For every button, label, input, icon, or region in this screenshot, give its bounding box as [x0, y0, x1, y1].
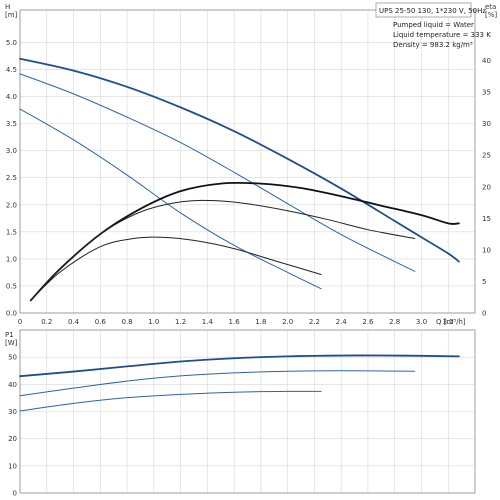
y-tick-label: 3.0 [6, 147, 17, 155]
x-tick-label: 3.0 [416, 318, 427, 326]
bottom-panel-ticks: 0 10 20 30 40 50 [8, 354, 17, 498]
x-tick-label: 1.4 [202, 318, 214, 326]
y-tick-label: 10 [8, 462, 17, 470]
bottom-panel-grid [19, 330, 475, 494]
y-tick-label: 0.0 [6, 310, 17, 318]
info-box-title: UPS 25-50 130, 1*230 V, 50Hz [379, 7, 486, 15]
x-tick-label: 3.2 [443, 318, 454, 326]
y-tick-label: 40 [8, 381, 17, 389]
y-tick-label: 5.0 [6, 39, 17, 47]
head-curve [19, 57, 460, 263]
top-panel-ticks: 0 0.2 0.4 0.6 0.8 1.0 1.2 1.4 1.6 1.8 2.0 2.2 2.4 2.6… [6, 39, 491, 326]
x-tick-label: 2.8 [389, 318, 400, 326]
x-tick-label: 2.2 [309, 318, 320, 326]
y-tick-label: 3.5 [6, 120, 17, 128]
y-tick-label: 0.5 [6, 282, 17, 290]
x-tick-label: 1.2 [175, 318, 186, 326]
y-tick-label: 0 [13, 490, 17, 498]
y-tick-label: 20 [8, 435, 17, 443]
x-tick-label: 0.2 [41, 318, 52, 326]
y2-tick-label: 20 [482, 183, 491, 191]
y2-tick-label: 0 [482, 310, 486, 318]
x-tick-label: 2.4 [336, 318, 348, 326]
x-tick-label: 2.6 [362, 318, 374, 326]
info-box-title-frame [375, 2, 472, 18]
efficiency-curve [30, 236, 322, 301]
y-tick-label: 50 [8, 354, 17, 362]
info-box-line: Liquid temperature = 333 K [393, 31, 491, 39]
x-tick-label: 1.0 [148, 318, 159, 326]
efficiency-curve [30, 199, 416, 301]
y2-tick-label: 40 [482, 57, 491, 65]
y-tick-label: 4.5 [6, 66, 17, 74]
y-axis-label-head: H [m] [5, 3, 18, 19]
y2-tick-label: 15 [482, 215, 491, 223]
x-tick-label: 0.8 [121, 318, 132, 326]
y2-tick-label: 5 [482, 278, 486, 286]
y2-tick-label: 25 [482, 152, 491, 160]
y-tick-label: 30 [8, 408, 17, 416]
x-axis-label: Q [m³/h] [436, 318, 466, 326]
power-curve [19, 390, 322, 412]
y-axis-label-power: P1 [W] [5, 331, 18, 347]
x-tick-label: 2.0 [282, 318, 293, 326]
info-box-line: Pumped liquid = Water [393, 21, 474, 29]
y-tick-label: 1.5 [6, 228, 17, 236]
y-tick-label: 2.5 [6, 174, 17, 182]
bottom-panel-series [19, 354, 460, 412]
head-curve [19, 73, 416, 272]
x-tick-label: 0 [18, 318, 22, 326]
power-curve [19, 370, 416, 397]
x-tick-label: 0.6 [95, 318, 107, 326]
y2-axis-label-eta: eta [%] [485, 3, 497, 19]
x-tick-label: 1.6 [229, 318, 241, 326]
y-tick-label: 4.0 [6, 93, 17, 101]
x-tick-label: 0.4 [68, 318, 80, 326]
y2-tick-label: 10 [482, 246, 491, 254]
x-tick-label: 1.8 [255, 318, 266, 326]
info-box-line: Density = 983.2 kg/m³ [393, 41, 473, 49]
y2-tick-label: 35 [482, 89, 491, 97]
bottom-panel-frame [19, 329, 476, 494]
head-curve [19, 108, 322, 290]
y2-tick-label: 30 [482, 120, 491, 128]
power-curve [19, 354, 460, 378]
top-panel-frame [19, 9, 476, 314]
y-tick-label: 2.0 [6, 201, 17, 209]
top-panel-series [19, 57, 460, 302]
y-tick-label: 1.0 [6, 255, 17, 263]
info-box: UPS 25-50 130, 1*230 V, 50Hz Pumped liqu… [375, 2, 491, 49]
